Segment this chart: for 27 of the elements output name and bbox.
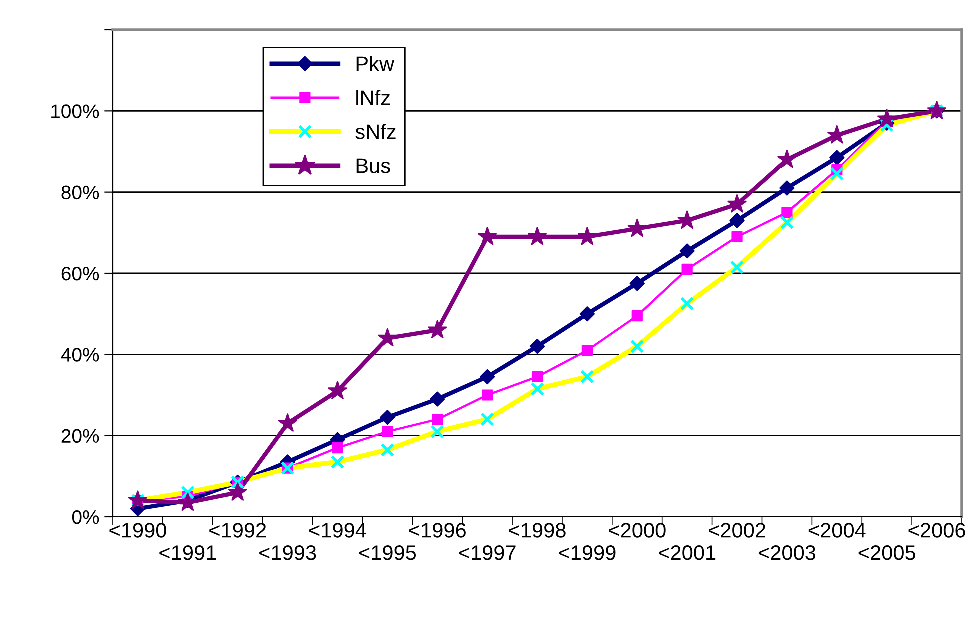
x-tick-label: <2001	[659, 546, 716, 560]
x-tick-label: <1993	[260, 546, 316, 560]
y-tick-label: 40%	[61, 348, 100, 362]
y-tick-label: 80%	[62, 186, 100, 200]
legend-label: lNfz	[356, 90, 390, 106]
x-tick-label: <1994	[310, 523, 366, 538]
legend-label: sNfz	[356, 124, 396, 140]
y-tick-label: 100%	[52, 104, 100, 118]
x-tick-label: <2004	[808, 523, 866, 538]
x-tick-label: <1995	[359, 546, 416, 560]
legend-label: Bus	[356, 158, 390, 174]
legend-label: Pkw	[356, 56, 395, 72]
x-tick-label: <2006	[908, 523, 966, 538]
x-tick-label: <2003	[758, 546, 816, 560]
x-tick-label: <1990	[110, 523, 166, 538]
x-tick-label: <1997	[459, 546, 516, 560]
x-tick-label: <2000	[609, 523, 666, 538]
x-tick-label: <2002	[709, 523, 766, 538]
x-tick-label: <1996	[409, 523, 466, 538]
y-tick-label: 20%	[62, 429, 100, 444]
y-tick-label: 0%	[72, 510, 100, 524]
x-tick-label: <1999	[559, 546, 616, 560]
x-tick-label: <1992	[210, 523, 266, 538]
x-tick-label: <1998	[509, 523, 566, 538]
x-tick-label: <1991	[160, 546, 216, 560]
y-tick-label: 60%	[62, 266, 100, 281]
x-tick-label: <2005	[858, 546, 916, 560]
